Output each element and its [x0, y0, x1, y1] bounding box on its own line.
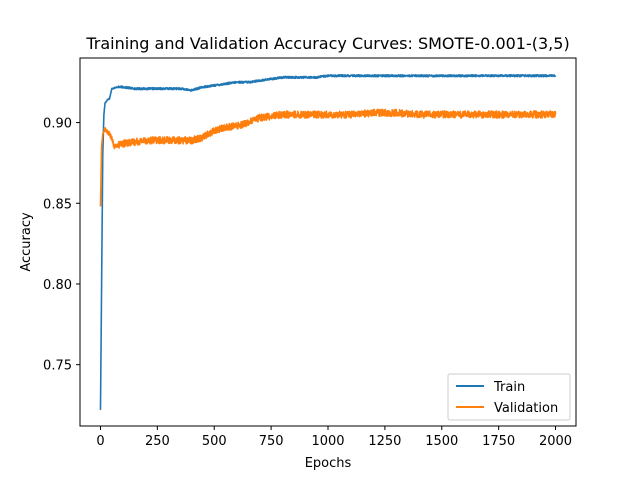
y-tick-label: 0.85	[43, 197, 72, 212]
legend-label-train: Train	[493, 380, 525, 395]
x-tick-label: 750	[259, 434, 284, 449]
chart-title: Training and Validation Accuracy Curves:…	[85, 34, 569, 53]
series-line-train	[99, 73, 557, 410]
y-tick-label: 0.75	[43, 359, 72, 374]
x-axis-ticks: 0 250 500 750 1000 1250 1500 1750 2000	[96, 426, 572, 449]
x-tick-label: 1500	[425, 434, 458, 449]
y-tick-label: 0.90	[43, 117, 72, 132]
x-tick-label: 1750	[482, 434, 515, 449]
x-tick-label: 250	[145, 434, 170, 449]
x-axis-label: Epochs	[305, 456, 352, 471]
x-tick-label: 1250	[368, 434, 401, 449]
legend-label-validation: Validation	[494, 401, 558, 416]
y-axis-ticks: 0.75 0.80 0.85 0.90	[43, 117, 80, 374]
y-axis-label: Accuracy	[19, 212, 34, 272]
x-tick-label: 2000	[539, 434, 572, 449]
y-tick-label: 0.80	[43, 278, 72, 293]
series-lines	[99, 73, 557, 410]
x-tick-label: 0	[96, 434, 104, 449]
x-tick-label: 1000	[311, 434, 344, 449]
legend: Train Validation	[447, 373, 571, 421]
series-line-validation	[99, 108, 557, 207]
x-tick-label: 500	[202, 434, 227, 449]
